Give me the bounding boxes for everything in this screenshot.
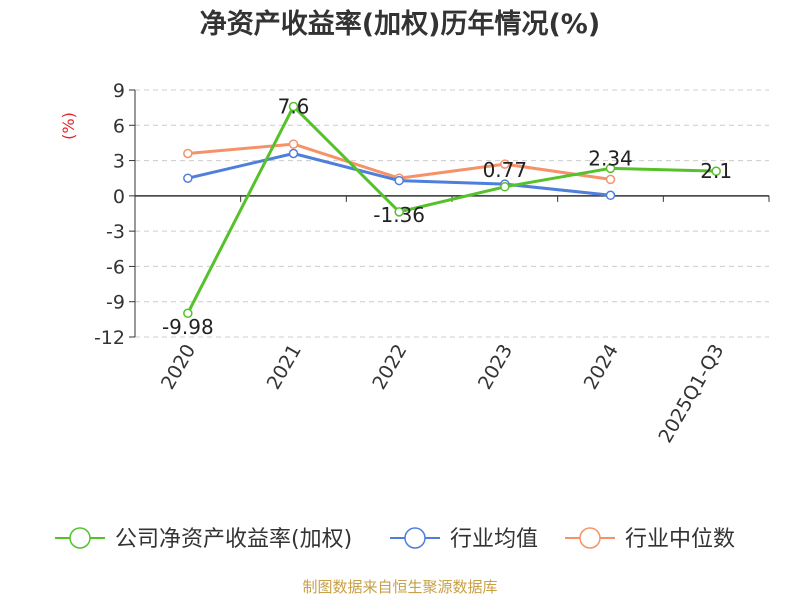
data-point — [605, 174, 616, 185]
axes: 9 6 3 0 -3 -6 -9 -12 2020 2021 2022 2023 2024 2025Q1-… — [94, 80, 770, 447]
y-tick-label: 3 — [113, 151, 125, 173]
legend-item[interactable]: 公司净资产收益率(加权) — [55, 527, 352, 552]
data-label: -9.98 — [162, 315, 214, 339]
y-tick-label: 0 — [113, 186, 125, 208]
data-point — [605, 163, 616, 174]
data-point — [605, 190, 616, 201]
data-point — [288, 101, 299, 112]
data-point — [183, 308, 193, 318]
data-point — [183, 173, 193, 183]
data-label: 7.6 — [278, 94, 310, 118]
data-point — [500, 182, 510, 192]
data-label: 0.77 — [483, 158, 528, 182]
y-tick-label: 6 — [113, 115, 125, 137]
legend-label: 行业中位数 — [625, 527, 735, 552]
data-point — [394, 175, 404, 186]
data-point — [711, 166, 721, 176]
data-point — [183, 148, 193, 159]
x-tick-label: 2022 — [368, 341, 411, 394]
legend-marker — [404, 527, 426, 549]
legend-marker — [69, 527, 91, 549]
data-point — [288, 139, 299, 149]
grid-lines — [135, 89, 769, 338]
x-tick-label: 2021 — [263, 341, 306, 394]
x-tick-label: 2025Q1-Q3 — [654, 341, 728, 447]
series-line — [186, 104, 717, 314]
legend-item[interactable]: 行业均值 — [390, 527, 538, 552]
x-tick-label: 2020 — [157, 341, 200, 394]
data-point — [288, 148, 299, 159]
data-point — [394, 207, 404, 217]
data-label: -1.36 — [373, 203, 425, 227]
legend-label: 行业均值 — [450, 527, 538, 552]
source-note: 制图数据来自恒生聚源数据库 — [302, 578, 498, 596]
data-point — [500, 159, 510, 169]
legend-marker — [579, 527, 601, 549]
y-tick-label: -12 — [94, 327, 125, 349]
y-axis-label: (%) — [59, 112, 78, 140]
y-tick-label: 9 — [113, 80, 125, 102]
y-tick-label: -9 — [106, 292, 125, 314]
series-lines — [183, 101, 721, 318]
x-tick-label: 2024 — [580, 341, 623, 394]
y-tick-label: -6 — [106, 256, 125, 278]
data-label: 2.1 — [700, 159, 732, 183]
x-tick-label: 2023 — [474, 341, 517, 394]
legend: 公司净资产收益率(加权) 行业均值 行业中位数 — [55, 527, 735, 552]
data-label: 2.34 — [588, 146, 633, 170]
chart-title: 净资产收益率(加权)历年情况(%) — [199, 9, 601, 40]
legend-item[interactable]: 行业中位数 — [565, 527, 735, 552]
y-tick-label: -3 — [106, 221, 125, 243]
data-labels: -9.98 7.6 -1.36 0.77 2.34 2.1 — [162, 94, 732, 339]
legend-label: 公司净资产收益率(加权) — [115, 527, 352, 552]
